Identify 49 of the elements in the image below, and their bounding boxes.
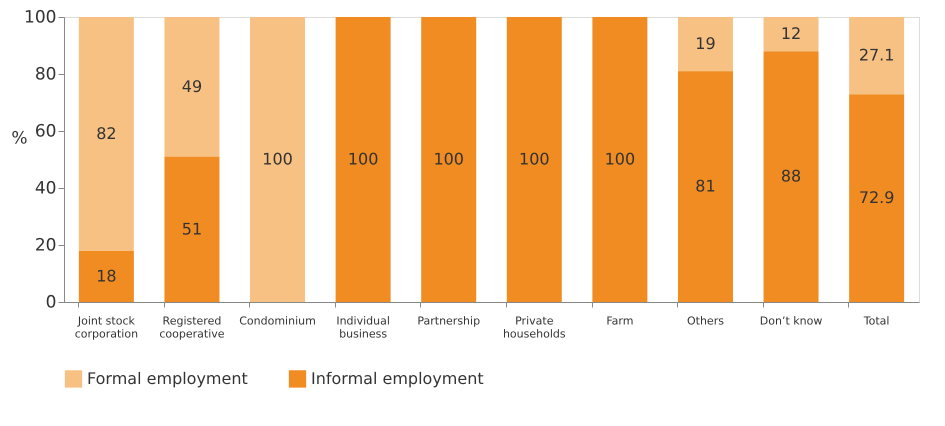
y-tick-label: 60	[34, 122, 56, 142]
x-tick-label: Partnership	[417, 314, 480, 328]
bar	[78, 17, 134, 251]
bar	[164, 17, 220, 157]
data-label: 27.1	[858, 46, 894, 65]
x-tick-label: Registered cooperative	[159, 314, 225, 340]
data-label: 19	[695, 34, 716, 54]
x-tick-label: Total	[862, 314, 890, 328]
x-tick-label: Joint stock corporation	[74, 314, 138, 340]
bar	[678, 17, 733, 72]
x-tick-label: Farm	[606, 314, 634, 328]
bar	[849, 17, 904, 94]
bar	[764, 17, 819, 52]
bar	[421, 17, 476, 302]
bar	[336, 17, 391, 302]
x-tick-label: Condominium	[239, 314, 316, 328]
bar	[592, 17, 648, 302]
data-label: 81	[695, 176, 716, 196]
bar	[250, 17, 306, 302]
y-tick-label: 0	[46, 292, 56, 312]
y-tick-label: 20	[34, 236, 56, 256]
data-label: 100	[262, 150, 293, 168]
data-label: 72.9	[858, 188, 894, 208]
y-tick-label: 40	[34, 178, 56, 198]
y-tick-label: 100	[24, 8, 56, 28]
x-tick-label: Private households	[502, 314, 566, 340]
data-label: 100	[604, 150, 636, 168]
x-tick-label: Don’t know	[760, 314, 822, 328]
data-label: 12	[780, 24, 802, 44]
data-label: 49	[182, 76, 202, 96]
data-label: 100	[519, 150, 550, 168]
legend-label: Informal employment	[311, 368, 484, 388]
bar	[849, 94, 904, 302]
data-label: 100	[433, 150, 464, 168]
data-label: 18	[96, 266, 117, 286]
x-tick-label: Individual business	[336, 314, 390, 340]
bar	[678, 71, 733, 302]
x-tick-label: Others	[686, 314, 724, 328]
data-label: 51	[182, 219, 202, 238]
bar	[164, 156, 220, 302]
bar	[78, 250, 134, 302]
data-label: 82	[96, 124, 117, 143]
y-axis-title: %	[11, 128, 28, 148]
y-tick-label: 80	[34, 64, 56, 84]
data-label: 88	[780, 166, 802, 186]
bar	[506, 17, 562, 302]
legend-label: Formal employment	[87, 368, 248, 388]
data-label: 100	[348, 150, 378, 168]
bar	[764, 51, 819, 302]
